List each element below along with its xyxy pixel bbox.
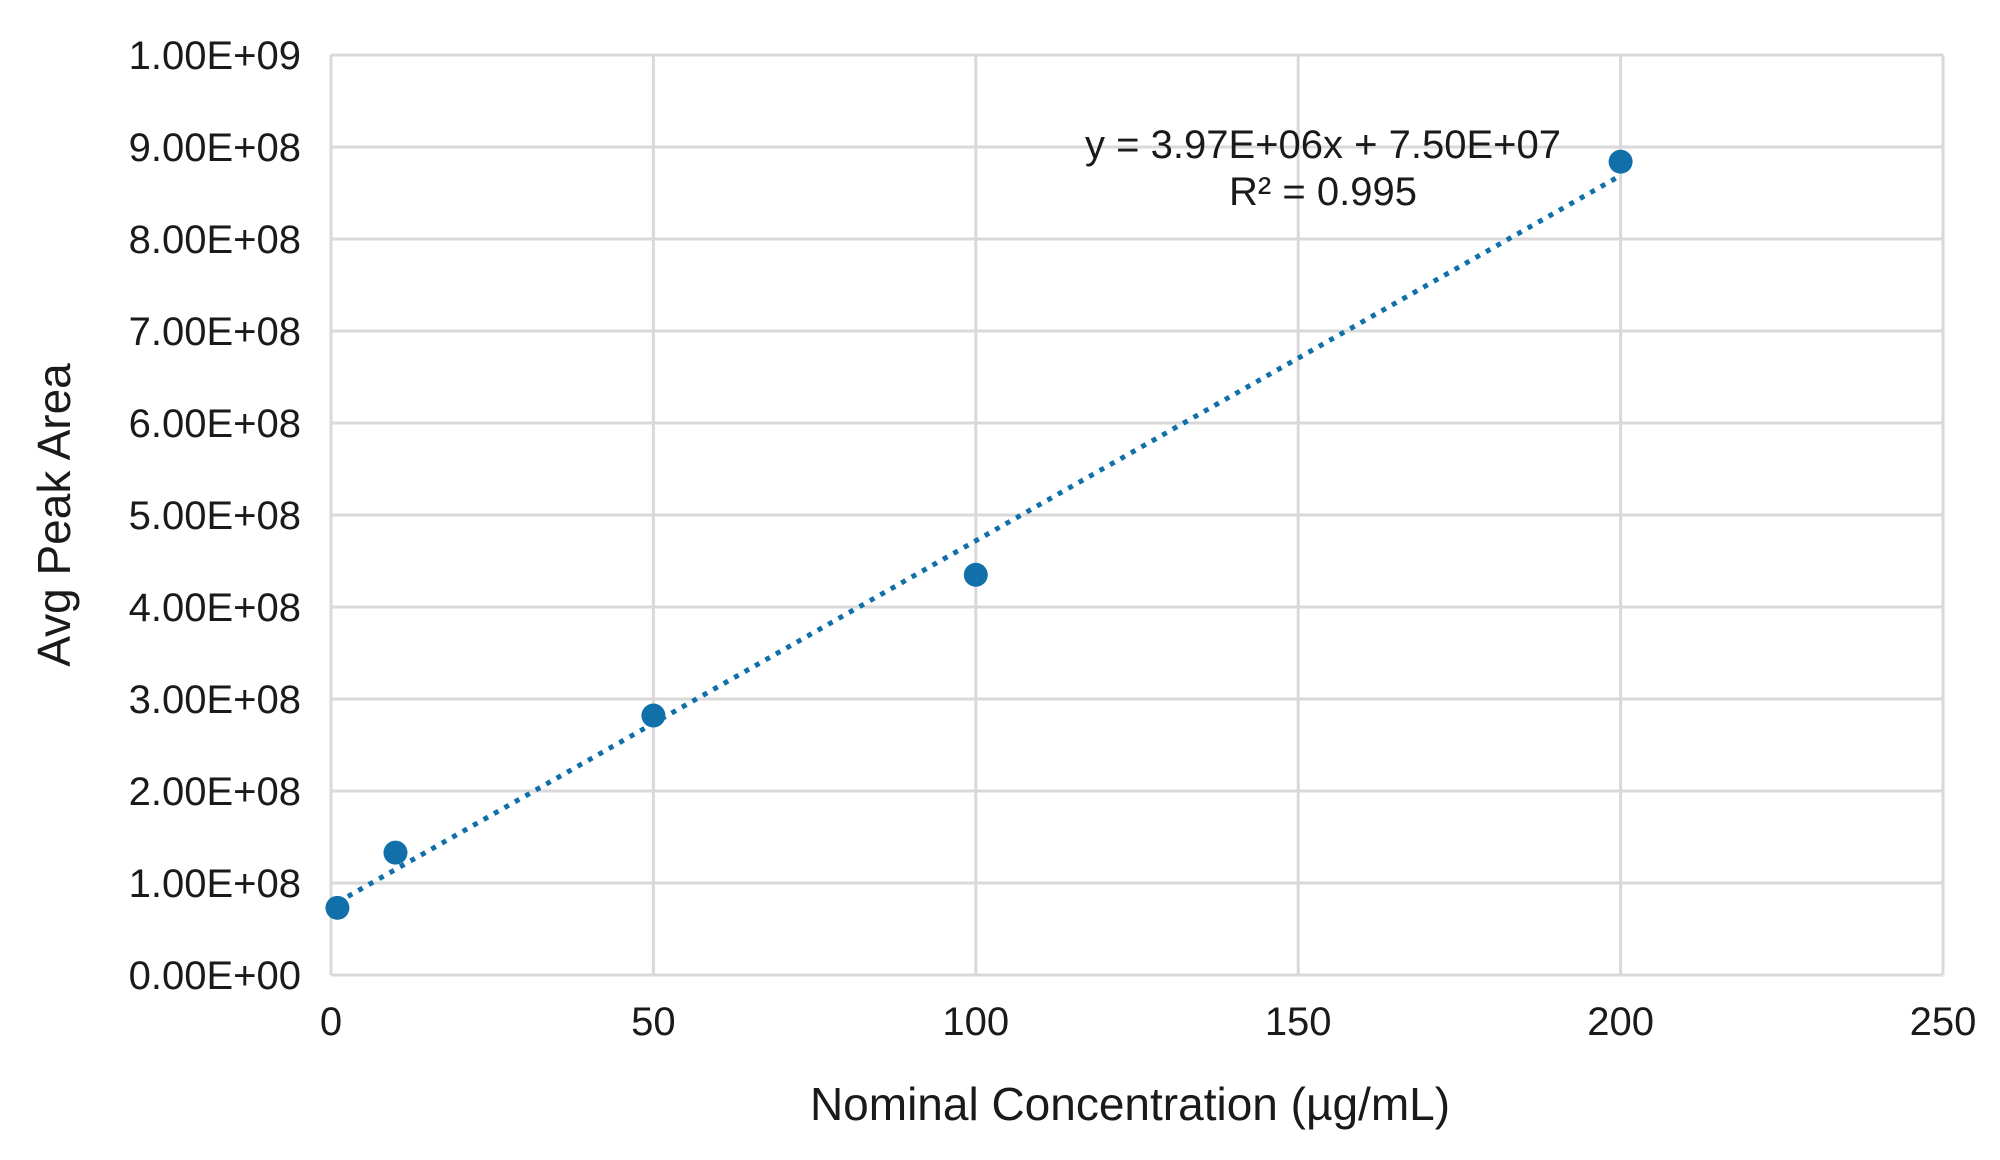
y-tick-label: 4.00E+08 [129,586,301,630]
data-point [383,840,408,865]
x-tick-label: 50 [631,1000,676,1044]
y-tick-label: 9.00E+08 [129,126,301,170]
data-points [325,149,1633,920]
y-tick-label: 6.00E+08 [129,402,301,446]
y-tick-label: 0.00E+00 [129,954,301,998]
trendline-equation: y = 3.97E+06x + 7.50E+07 [1085,123,1561,167]
x-axis-title: Nominal Concentration (µg/mL) [810,1078,1450,1130]
x-tick-label: 250 [1910,1000,1977,1044]
grid-lines [329,53,1945,977]
data-point [641,703,666,728]
data-point [325,895,350,920]
trendline [336,173,1622,905]
y-tick-label: 2.00E+08 [129,770,301,814]
x-tick-label: 150 [1265,1000,1332,1044]
y-tick-label: 8.00E+08 [129,218,301,262]
y-tick-label: 7.00E+08 [129,310,301,354]
y-tick-labels: 0.00E+00 1.00E+08 2.00E+08 3.00E+08 4.00E+08… [129,34,301,998]
data-point [963,562,988,587]
data-point [1608,149,1633,174]
y-axis-title: Avg Peak Area [28,363,80,667]
x-tick-label: 200 [1587,1000,1654,1044]
y-tick-label: 1.00E+09 [129,34,301,78]
y-tick-label: 1.00E+08 [129,862,301,906]
y-tick-label: 5.00E+08 [129,494,301,538]
x-tick-label: 0 [320,1000,342,1044]
trendline-r-squared: R² = 0.995 [1229,170,1417,214]
x-tick-label: 100 [942,1000,1009,1044]
x-tick-labels: 0 50 100 150 200 250 [320,1000,1977,1044]
y-tick-label: 3.00E+08 [129,678,301,722]
trendline-layer [336,173,1622,905]
